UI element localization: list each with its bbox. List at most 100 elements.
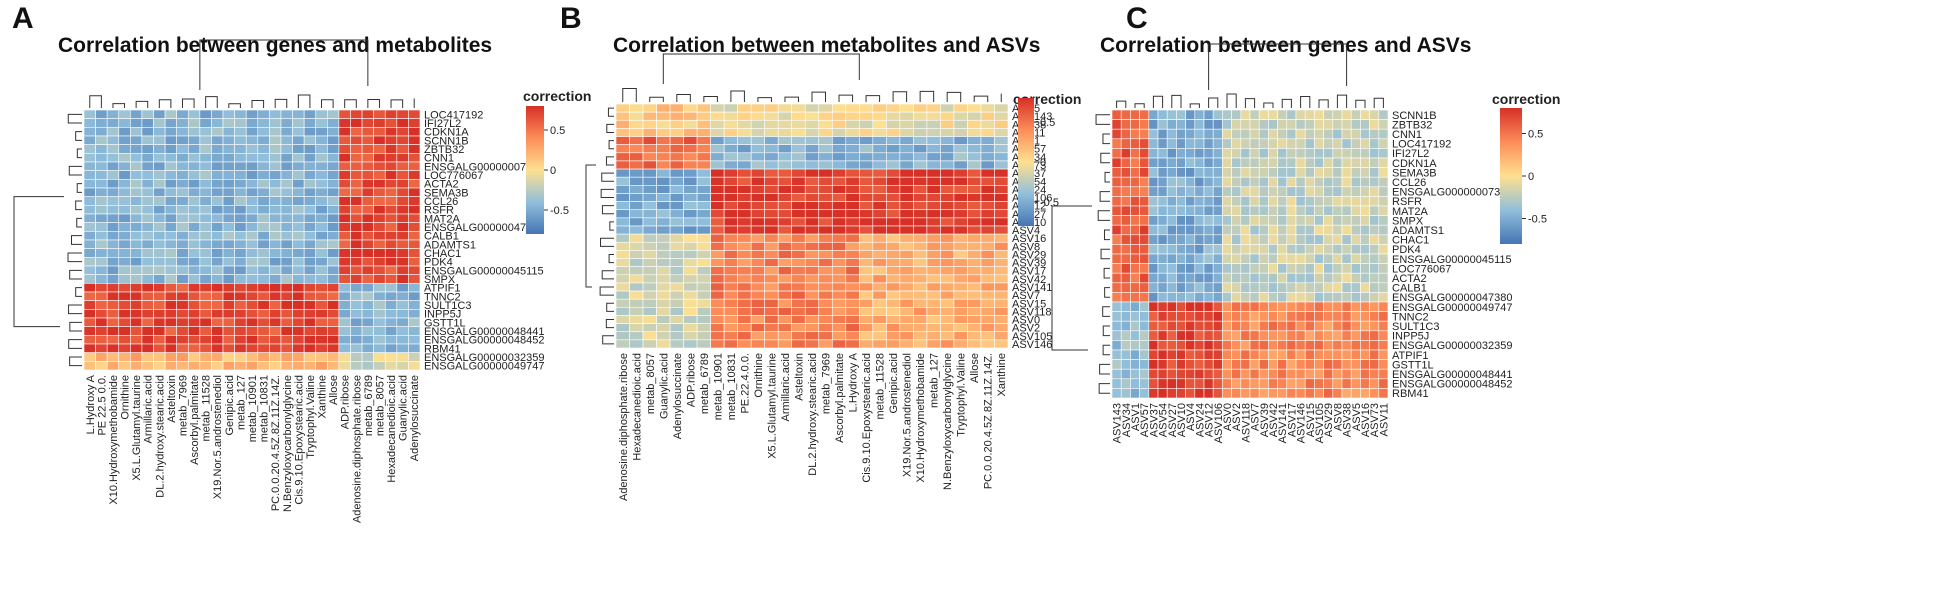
heatmap-cell bbox=[1157, 292, 1168, 303]
heatmap-cell bbox=[1277, 176, 1288, 188]
heatmap-cell bbox=[1249, 253, 1260, 264]
column-label: DL.2.hydroxy.stearic.acid bbox=[154, 375, 166, 498]
heatmap-cell bbox=[1277, 157, 1288, 168]
row-label: ASV39 bbox=[1012, 258, 1046, 270]
heatmap-cell bbox=[280, 135, 293, 145]
heatmap-cell bbox=[199, 118, 212, 128]
heatmap-cell bbox=[764, 193, 779, 202]
heatmap-cell bbox=[1194, 330, 1205, 341]
heatmap-cell bbox=[1120, 359, 1131, 370]
row-label: SMPX bbox=[424, 274, 456, 286]
heatmap-cell bbox=[1314, 215, 1324, 226]
heatmap-cell bbox=[234, 109, 247, 119]
heatmap-cell bbox=[211, 153, 224, 163]
heatmap-cell bbox=[164, 300, 177, 310]
heatmap-cell bbox=[1240, 272, 1251, 284]
heatmap-cell bbox=[845, 176, 860, 186]
heatmap-cell bbox=[176, 144, 189, 154]
heatmap-cell bbox=[899, 241, 914, 251]
heatmap-cell bbox=[804, 185, 820, 194]
heatmap-cell bbox=[303, 109, 317, 119]
row-labels: SCNN1BZBTB32CNN1LOC417192IFI27L2CDKN1ASE… bbox=[1392, 110, 1512, 400]
heatmap-cell bbox=[953, 193, 968, 202]
heatmap-cell bbox=[396, 213, 409, 223]
heatmap-cell bbox=[845, 233, 860, 243]
heatmap-cell bbox=[373, 257, 386, 267]
heatmap-cell bbox=[642, 119, 657, 129]
heatmap-cell bbox=[1111, 253, 1122, 264]
heatmap-cell bbox=[245, 222, 259, 232]
heatmap-cell bbox=[1240, 138, 1251, 149]
heatmap-cell bbox=[269, 135, 282, 145]
heatmap-cell bbox=[269, 205, 282, 215]
heatmap-cell bbox=[1378, 253, 1389, 264]
heatmap-cell bbox=[199, 196, 212, 206]
heatmap-cell bbox=[859, 176, 874, 186]
heatmap-cell bbox=[913, 233, 928, 243]
heatmap-cell bbox=[292, 352, 305, 362]
heatmap-cell bbox=[199, 309, 212, 319]
heatmap-cell bbox=[899, 136, 914, 145]
heatmap-cell bbox=[408, 343, 421, 353]
heatmap-cell bbox=[669, 258, 684, 267]
heatmap-cell bbox=[629, 339, 644, 349]
heatmap-cell bbox=[396, 248, 409, 258]
heatmap-cell bbox=[818, 315, 833, 324]
heatmap-cell bbox=[1314, 224, 1324, 236]
heatmap-cell bbox=[953, 331, 968, 341]
heatmap-cell bbox=[1314, 292, 1324, 303]
heatmap-cell bbox=[1295, 176, 1306, 188]
heatmap-cell bbox=[1203, 244, 1214, 255]
heatmap-cell bbox=[831, 250, 847, 259]
heatmap-cell bbox=[710, 282, 725, 292]
heatmap-cell bbox=[669, 290, 684, 300]
heatmap-cell bbox=[361, 153, 374, 163]
heatmap-cell bbox=[199, 317, 212, 327]
heatmap-cell bbox=[615, 331, 630, 341]
heatmap-cell bbox=[1148, 167, 1159, 178]
heatmap-cell bbox=[303, 291, 317, 301]
heatmap-cell bbox=[338, 170, 351, 180]
heatmap-cell bbox=[95, 274, 108, 284]
heatmap-cell bbox=[130, 335, 143, 345]
heatmap-cell bbox=[669, 160, 684, 170]
heatmap-cell bbox=[176, 361, 189, 371]
heatmap-cell bbox=[1341, 263, 1352, 274]
heatmap-cell bbox=[1194, 253, 1205, 264]
heatmap-cell bbox=[269, 153, 282, 163]
heatmap-cell bbox=[1332, 263, 1343, 274]
column-label: metab_10831 bbox=[259, 375, 271, 442]
heatmap-cell bbox=[831, 209, 847, 219]
heatmap-cell bbox=[234, 352, 247, 362]
row-label: MAT2A bbox=[424, 213, 461, 225]
heatmap-cell bbox=[1369, 176, 1380, 188]
heatmap-cell bbox=[1332, 167, 1343, 178]
heatmap-cell bbox=[913, 144, 928, 154]
heatmap-cell bbox=[176, 317, 189, 327]
heatmap-cell bbox=[967, 323, 982, 333]
heatmap-cell bbox=[153, 265, 166, 275]
heatmap-cell bbox=[1295, 292, 1306, 303]
heatmap-cell bbox=[967, 103, 982, 113]
heatmap-cell bbox=[723, 160, 738, 170]
column-label: Tryptophyl.Valine bbox=[305, 375, 317, 459]
column-label: Allose bbox=[328, 375, 340, 405]
heatmap-cell bbox=[1130, 330, 1140, 341]
heatmap-cell bbox=[373, 326, 386, 336]
heatmap-cell bbox=[280, 231, 293, 241]
heatmap-cell bbox=[222, 248, 235, 258]
heatmap-cell bbox=[818, 209, 833, 219]
heatmap-cell bbox=[396, 265, 409, 275]
heatmap-cell bbox=[1203, 253, 1214, 264]
heatmap-cell bbox=[737, 225, 752, 235]
heatmap-cell bbox=[1157, 253, 1168, 264]
heatmap-cell bbox=[872, 331, 887, 341]
heatmap-cell bbox=[1176, 253, 1186, 264]
heatmap-cell bbox=[886, 225, 901, 235]
heatmap-cell bbox=[1314, 176, 1324, 188]
heatmap-cell bbox=[1222, 148, 1232, 159]
heatmap-cell bbox=[292, 265, 305, 275]
heatmap-cell bbox=[1277, 128, 1288, 140]
heatmap-cell bbox=[292, 231, 305, 241]
heatmap-cell bbox=[1222, 301, 1232, 312]
